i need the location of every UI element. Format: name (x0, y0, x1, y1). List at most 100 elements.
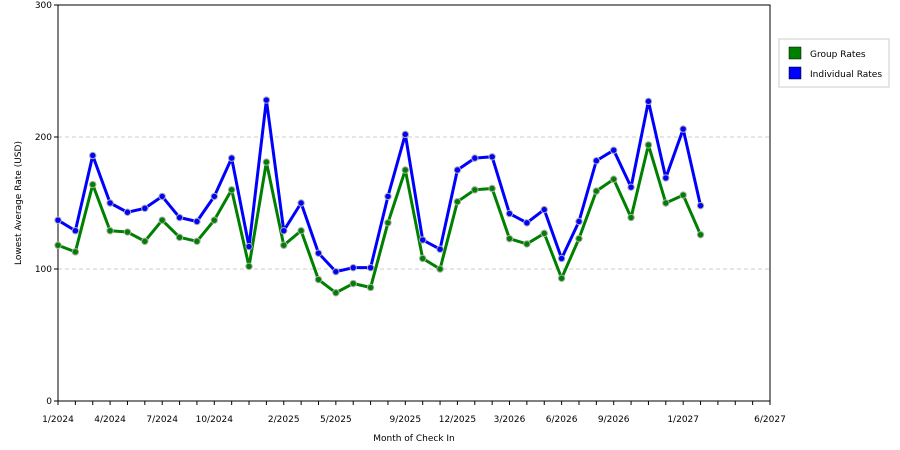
data-point (540, 229, 548, 238)
data-point (175, 213, 184, 222)
legend-swatch (788, 66, 802, 80)
data-point (436, 265, 444, 273)
data-point (418, 254, 427, 263)
data-point (401, 166, 410, 174)
data-point (262, 96, 271, 104)
y-tick-label: 200 (35, 133, 52, 143)
data-point (505, 234, 514, 243)
x-tick-label: 1/2024 (42, 415, 74, 425)
data-point (89, 151, 97, 160)
data-point (696, 201, 705, 210)
data-point (332, 289, 340, 297)
series-group (54, 96, 705, 297)
plot-frame (57, 4, 771, 402)
data-point (679, 191, 687, 199)
data-point (453, 166, 462, 174)
x-tick-label: 6/2026 (546, 415, 578, 425)
data-point (106, 199, 114, 207)
data-point (158, 216, 166, 224)
data-point (436, 245, 444, 253)
legend: Group Rates Individual Rates (778, 38, 890, 88)
data-point (89, 180, 97, 189)
x-axis-title: Month of Check In (373, 434, 455, 444)
series-individual-rates (54, 96, 705, 276)
data-point (505, 209, 514, 218)
data-point (488, 153, 496, 161)
x-tick-label: 7/2024 (146, 415, 178, 425)
data-point (141, 204, 149, 212)
legend-label: Group Rates (810, 50, 866, 60)
data-point (280, 241, 288, 249)
data-point (557, 274, 566, 282)
data-point (297, 199, 305, 207)
data-point (262, 158, 271, 166)
data-point (523, 240, 531, 248)
x-tick-label: 12/2025 (439, 415, 476, 425)
data-point (210, 216, 218, 224)
data-point (453, 197, 462, 206)
axes (57, 4, 771, 402)
data-point (366, 263, 375, 272)
data-point (123, 228, 132, 236)
data-point (193, 217, 201, 226)
x-tick-label: 6/2027 (754, 415, 786, 425)
data-point (592, 157, 601, 165)
data-point (540, 205, 548, 214)
data-point (366, 283, 375, 292)
data-point (610, 146, 618, 154)
data-point (627, 213, 635, 222)
data-point (384, 192, 392, 201)
data-point (314, 249, 323, 257)
x-tick-label: 2/2025 (268, 415, 300, 425)
data-point (227, 186, 236, 194)
data-point (401, 130, 410, 139)
x-tick-label: 10/2024 (196, 415, 234, 425)
legend-swatch (788, 46, 802, 60)
x-tick-label: 1/2027 (667, 415, 699, 425)
data-point (644, 141, 653, 149)
data-point (332, 267, 340, 276)
y-tick-label: 100 (35, 265, 52, 275)
y-axis-ticks: 0 100 200 300 (35, 1, 58, 407)
data-point (627, 183, 635, 191)
data-point (662, 199, 670, 207)
x-tick-label: 9/2026 (598, 415, 630, 425)
data-point (314, 275, 323, 284)
series-group-rates (54, 141, 705, 297)
data-point (349, 263, 357, 272)
data-point (418, 236, 427, 244)
legend-label: Individual Rates (810, 70, 882, 80)
y-tick-label: 300 (35, 1, 52, 11)
data-point (696, 230, 705, 239)
data-point (245, 262, 253, 271)
data-point (662, 174, 670, 182)
data-point (71, 248, 80, 256)
data-point (523, 219, 531, 227)
data-point (384, 219, 392, 227)
data-point (158, 192, 166, 201)
data-point (644, 97, 653, 106)
data-point (297, 227, 305, 235)
data-point (123, 208, 132, 216)
data-point (210, 192, 218, 201)
data-point (592, 187, 601, 195)
data-point (54, 241, 62, 249)
series-line (57, 143, 702, 295)
y-tick-label: 0 (46, 397, 52, 407)
data-point (227, 154, 236, 162)
data-point (557, 254, 566, 263)
x-axis-ticks: 1/2024 4/2024 7/2024 10/2024 2/2025 5/2025 9/2… (42, 401, 786, 425)
data-point (349, 279, 357, 288)
data-point (488, 184, 496, 193)
data-point (193, 237, 201, 245)
x-tick-label: 3/2026 (494, 415, 526, 425)
data-point (175, 233, 184, 242)
x-tick-label: 4/2024 (94, 415, 126, 425)
x-tick-label: 5/2025 (320, 415, 352, 425)
y-axis-title: Lowest Average Rate (USD) (14, 141, 24, 265)
data-point (610, 175, 618, 183)
data-point (71, 227, 80, 235)
data-point (575, 234, 583, 243)
data-point (679, 125, 687, 133)
